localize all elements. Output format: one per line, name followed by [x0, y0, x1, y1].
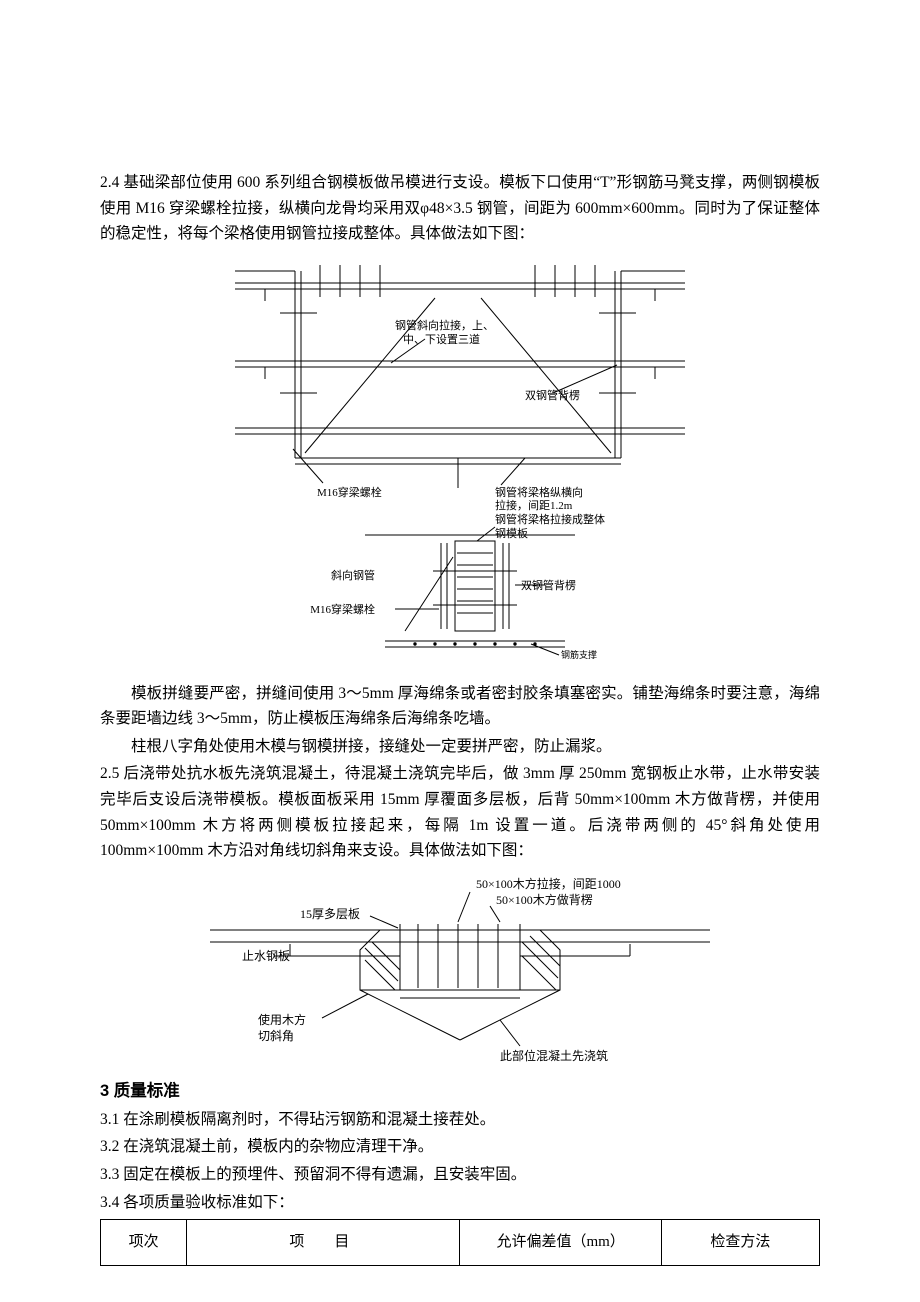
diag1-label-m16: M16穿梁螺栓	[317, 485, 382, 499]
paragraph-3-2: 3.2 在浇筑混凝土前，模板内的杂物应清理干净。	[100, 1134, 820, 1160]
paragraph-seam-1: 模板拼缝要严密，拼缝间使用 3～5mm 厚海绵条或者密封胶条填塞密实。铺垫海绵条…	[100, 681, 820, 732]
diag1-label-whole-tie: 钢管将梁格拉接成整体	[495, 512, 605, 526]
diag1-label-diag-tie2: 中、下设置三道	[403, 332, 480, 346]
diag2-label-tie-wood: 50×100木方拉接，间距1000	[476, 876, 621, 891]
table-header-cell: 检查方法	[661, 1220, 819, 1266]
paragraph-seam-2: 柱根八字角处使用木模与钢模拼接，接缝处一定要拼严密，防止漏浆。	[100, 734, 820, 760]
diag2-label-back-wood: 50×100木方做背楞	[496, 892, 593, 907]
table-row: 项次 项目 允许偏差值（mm） 检查方法	[101, 1220, 820, 1266]
paragraph-3-1: 3.1 在涂刷模板隔离剂时，不得玷污钢筋和混凝土接茬处。	[100, 1107, 820, 1133]
table-header-cell: 项目	[187, 1220, 460, 1266]
diag1-label-diag-steel: 斜向钢管	[331, 568, 375, 582]
diagram-2: 50×100木方拉接，间距1000 50×100木方做背楞 15厚多层板 止水钢…	[200, 870, 720, 1070]
diagram-1: 钢管斜向拉接，上、 中、下设置三道 双钢管背楞 M16穿梁螺栓 钢管将梁格纵横向…	[225, 253, 695, 673]
table-header-cell: 项次	[101, 1220, 187, 1266]
diag1-label-steel-form: 钢模板	[495, 526, 528, 540]
diagram-1-container: 钢管斜向拉接，上、 中、下设置三道 双钢管背楞 M16穿梁螺栓 钢管将梁格纵横向…	[100, 253, 820, 673]
diag2-label-cut-wood1: 使用木方	[258, 1012, 306, 1027]
diag1-label-double-tube: 双钢管背楞	[525, 388, 580, 402]
diag2-label-cut-wood2: 切斜角	[258, 1029, 294, 1043]
paragraph-2-4: 2.4 基础梁部位使用 600 系列组合钢模板做吊模进行支设。模板下口使用“T”…	[100, 170, 820, 247]
diag1-label-vert-tie1: 钢管将梁格纵横向	[495, 485, 583, 499]
section-3-title: 3 质量标准	[100, 1078, 820, 1105]
diagram-2-container: 50×100木方拉接，间距1000 50×100木方做背楞 15厚多层板 止水钢…	[100, 870, 820, 1070]
paragraph-3-4: 3.4 各项质量验收标准如下：	[100, 1190, 820, 1216]
document-page: 2.4 基础梁部位使用 600 系列组合钢模板做吊模进行支设。模板下口使用“T”…	[0, 0, 920, 1302]
diag1-label-m16-2: M16穿梁螺栓	[310, 602, 375, 616]
diag2-label-plywood: 15厚多层板	[300, 907, 360, 921]
diag1-label-rebar-stool: 钢筋支撑	[561, 649, 597, 660]
table-header-cell: 允许偏差值（mm）	[460, 1220, 661, 1266]
quality-table: 项次 项目 允许偏差值（mm） 检查方法	[100, 1219, 820, 1266]
diag1-label-double-tube2: 双钢管背楞	[521, 578, 576, 592]
diag1-label-vert-tie2: 拉接，间距1.2m	[495, 498, 573, 512]
paragraph-3-3: 3.3 固定在模板上的预埋件、预留洞不得有遗漏，且安装牢固。	[100, 1162, 820, 1188]
diag2-label-water-stop: 止水钢板	[242, 949, 290, 963]
diag1-label-diag-tie: 钢管斜向拉接，上、	[395, 318, 494, 332]
paragraph-2-5: 2.5 后浇带处抗水板先浇筑混凝土，待混凝土浇筑完毕后，做 3mm 厚 250m…	[100, 761, 820, 863]
diag2-label-pour-first: 此部位混凝土先浇筑	[500, 1048, 608, 1063]
